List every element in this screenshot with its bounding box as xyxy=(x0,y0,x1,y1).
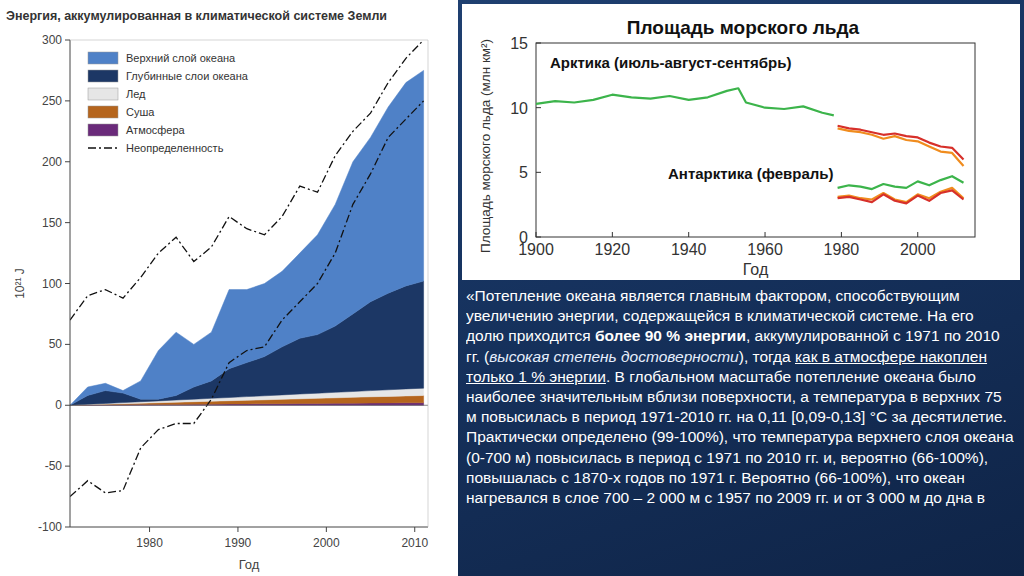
legend-swatch xyxy=(88,70,118,82)
legend-label: Верхний слой океана xyxy=(126,52,236,64)
text-segment: ), тогда xyxy=(739,348,795,365)
x-tick-label: 1990 xyxy=(225,536,252,550)
y-tick-label: 0 xyxy=(55,398,62,412)
x-tick xyxy=(326,527,327,532)
y-tick-label: 15 xyxy=(510,35,528,52)
y-tick xyxy=(65,40,70,41)
legend-swatch xyxy=(88,106,118,118)
plot-frame xyxy=(536,43,975,237)
y-tick-label: 200 xyxy=(42,155,62,169)
line xyxy=(838,190,964,203)
x-tick xyxy=(414,527,415,532)
y-axis-label: 10²¹ J xyxy=(13,268,27,299)
y-tick xyxy=(536,172,541,173)
legend-swatch xyxy=(88,147,118,148)
y-tick-label: 250 xyxy=(42,94,62,108)
legend-label: Глубинные слои океана xyxy=(126,70,249,82)
x-axis-label: Год xyxy=(239,557,260,572)
y-tick xyxy=(65,161,70,162)
y-tick xyxy=(65,527,70,528)
frame-right xyxy=(428,40,429,527)
line xyxy=(838,188,964,202)
y-tick xyxy=(65,100,70,101)
legend: Верхний слой океана Глубинные слои океана… xyxy=(88,52,249,154)
y-tick xyxy=(65,405,70,406)
line xyxy=(838,128,964,166)
y-tick xyxy=(65,466,70,467)
x-tick xyxy=(841,232,842,237)
x-tick-label: 2000 xyxy=(900,241,936,258)
uncertainty-line xyxy=(70,101,424,497)
y-tick-label: 50 xyxy=(49,337,63,351)
x-tick-label: 1980 xyxy=(824,241,860,258)
y-axis-line xyxy=(70,40,71,527)
x-tick xyxy=(612,232,613,237)
y-tick xyxy=(536,107,541,108)
line xyxy=(838,176,964,189)
y-tick xyxy=(65,283,70,284)
chart-title: Энергия, аккумулированная в климатическо… xyxy=(6,9,387,23)
legend-label: Неопределенность xyxy=(126,142,224,154)
x-tick-label: 2000 xyxy=(313,536,340,550)
plot-marks xyxy=(536,88,964,203)
plot-marks xyxy=(70,40,424,497)
x-tick xyxy=(765,232,766,237)
x-tick xyxy=(237,527,238,532)
x-tick xyxy=(917,232,918,237)
sea-ice-svg: Площадь морского льда0510151900192019401… xyxy=(462,4,1020,280)
x-tick-label: 1940 xyxy=(671,241,707,258)
text-segment: высокая степень достоверности xyxy=(489,348,739,365)
x-axis-line xyxy=(70,527,428,528)
y-tick-label: 100 xyxy=(42,277,62,291)
legend-swatch xyxy=(88,52,118,64)
x-tick xyxy=(149,527,150,532)
legend-label: Суша xyxy=(126,106,155,118)
y-tick-label: 150 xyxy=(42,216,62,230)
annotation: Антарктика (февраль) xyxy=(668,165,834,182)
y-tick-label: 10 xyxy=(510,100,528,117)
x-tick-label: 1960 xyxy=(747,241,783,258)
energy-svg: Энергия, аккумулированная в климатическо… xyxy=(0,0,458,576)
line xyxy=(536,88,834,115)
text-segment: . В глобальном масштабе потепление океан… xyxy=(466,368,1014,506)
y-tick-label: 300 xyxy=(42,33,62,47)
x-tick-label: 1920 xyxy=(595,241,631,258)
legend-label: Атмосфера xyxy=(126,124,186,136)
x-tick-label: 1900 xyxy=(518,241,554,258)
zero-line xyxy=(70,405,428,406)
legend-swatch xyxy=(88,88,118,100)
y-tick-label: -50 xyxy=(45,459,63,473)
energy-chart-panel: Энергия, аккумулированная в климатическо… xyxy=(0,0,458,576)
chart-title: Площадь морского льда xyxy=(627,17,860,38)
x-tick-label: 1980 xyxy=(136,536,163,550)
y-tick-label: -100 xyxy=(38,520,62,534)
legend-label: Лед xyxy=(126,88,146,100)
x-tick xyxy=(688,232,689,237)
sea-ice-chart-panel: Площадь морского льда0510151900192019401… xyxy=(462,4,1020,280)
frame-top xyxy=(70,40,428,41)
y-axis-label: Площадь морского льда (млн км²) xyxy=(478,39,493,253)
quote-text: «Потепление океана является главным факт… xyxy=(466,286,1014,574)
y-tick-label: 5 xyxy=(519,164,528,181)
text-segment: более 90 % энергии xyxy=(595,327,746,344)
area xyxy=(70,70,424,405)
y-tick xyxy=(65,222,70,223)
uncertainty-line xyxy=(70,40,424,320)
y-tick xyxy=(65,344,70,345)
x-tick-label: 2010 xyxy=(401,536,428,550)
annotation: Арктика (июль-август-сентябрь) xyxy=(550,54,791,71)
x-axis-label: Год xyxy=(743,261,769,278)
legend-swatch xyxy=(88,124,118,136)
